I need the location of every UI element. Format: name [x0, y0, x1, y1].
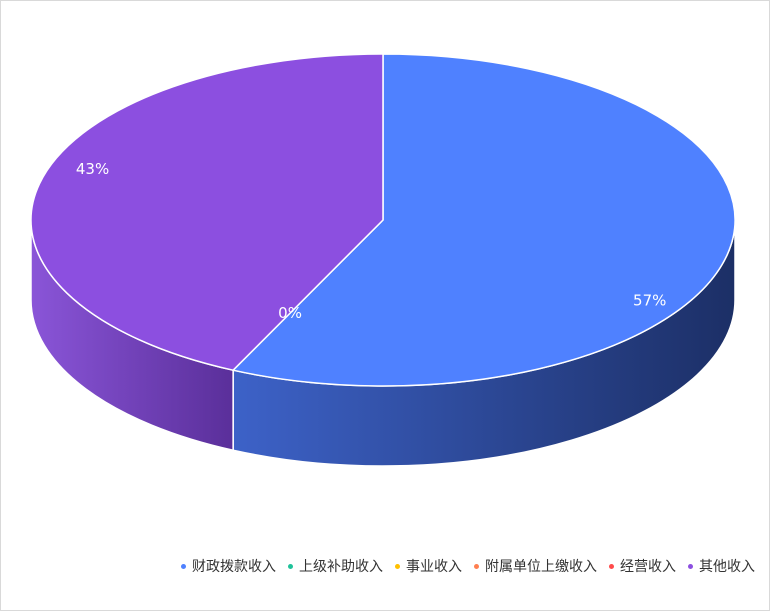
legend-item-1[interactable]: 上级补助收入: [288, 556, 383, 576]
legend-item-5[interactable]: 其他收入: [688, 556, 755, 576]
data-label-5: 43%: [76, 160, 109, 178]
legend-item-2[interactable]: 事业收入: [395, 556, 462, 576]
legend-label-4: 经营收入: [620, 559, 676, 575]
legend-marker-0: [181, 563, 186, 569]
legend-item-0[interactable]: 财政拨款收入: [181, 556, 276, 576]
legend-marker-1: [288, 563, 293, 569]
legend-label-5: 其他收入: [699, 559, 755, 575]
data-label-0: 57%: [633, 292, 666, 310]
legend-marker-4: [609, 563, 614, 569]
legend-marker-5: [688, 563, 693, 569]
legend-item-4[interactable]: 经营收入: [609, 556, 676, 576]
data-label-1: 0%: [278, 304, 302, 322]
legend-label-0: 财政拨款收入: [192, 559, 276, 575]
legend: 财政拨款收入 上级补助收入 事业收入 附属单位上缴收入 经营收入 其他收入: [1, 556, 755, 576]
legend-item-3[interactable]: 附属单位上缴收入: [474, 556, 597, 576]
legend-label-2: 事业收入: [406, 559, 462, 575]
legend-label-3: 附属单位上缴收入: [485, 559, 597, 575]
legend-label-1: 上级补助收入: [299, 559, 383, 575]
slice-0[interactable]: [231, 53, 736, 387]
slice-5[interactable]: [30, 53, 384, 372]
legend-marker-3: [474, 563, 479, 569]
legend-marker-2: [395, 563, 400, 569]
